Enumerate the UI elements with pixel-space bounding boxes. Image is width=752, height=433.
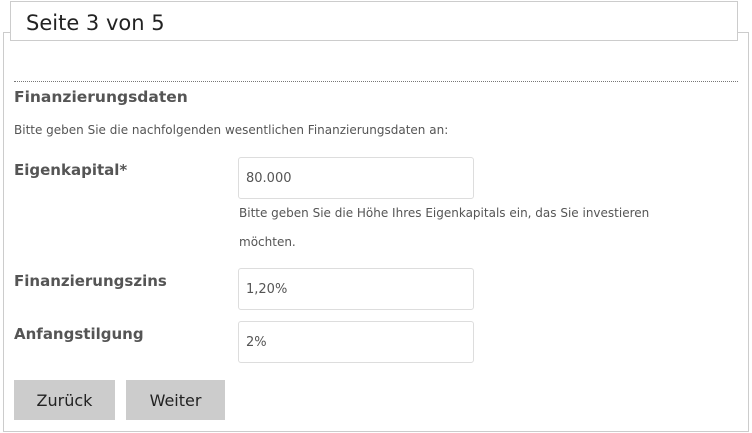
section-intro: Bitte geben Sie die nachfolgenden wesent…: [14, 123, 449, 137]
section-heading: Finanzierungsdaten: [14, 88, 188, 106]
zins-input[interactable]: [238, 268, 474, 310]
back-button[interactable]: Zurück: [14, 380, 115, 420]
tilgung-input[interactable]: [238, 321, 474, 363]
divider: [14, 81, 738, 82]
eigenkapital-label: Eigenkapital*: [14, 161, 128, 179]
eigenkapital-help-line1: Bitte geben Sie die Höhe Ihres Eigenkapi…: [239, 206, 650, 220]
eigenkapital-input[interactable]: [238, 157, 474, 199]
page-title: Seite 3 von 5: [10, 1, 738, 41]
tilgung-label: Anfangstilgung: [14, 325, 144, 343]
next-button[interactable]: Weiter: [126, 380, 225, 420]
eigenkapital-help-line2: möchten.: [239, 235, 296, 249]
zins-label: Finanzierungszins: [14, 272, 167, 290]
